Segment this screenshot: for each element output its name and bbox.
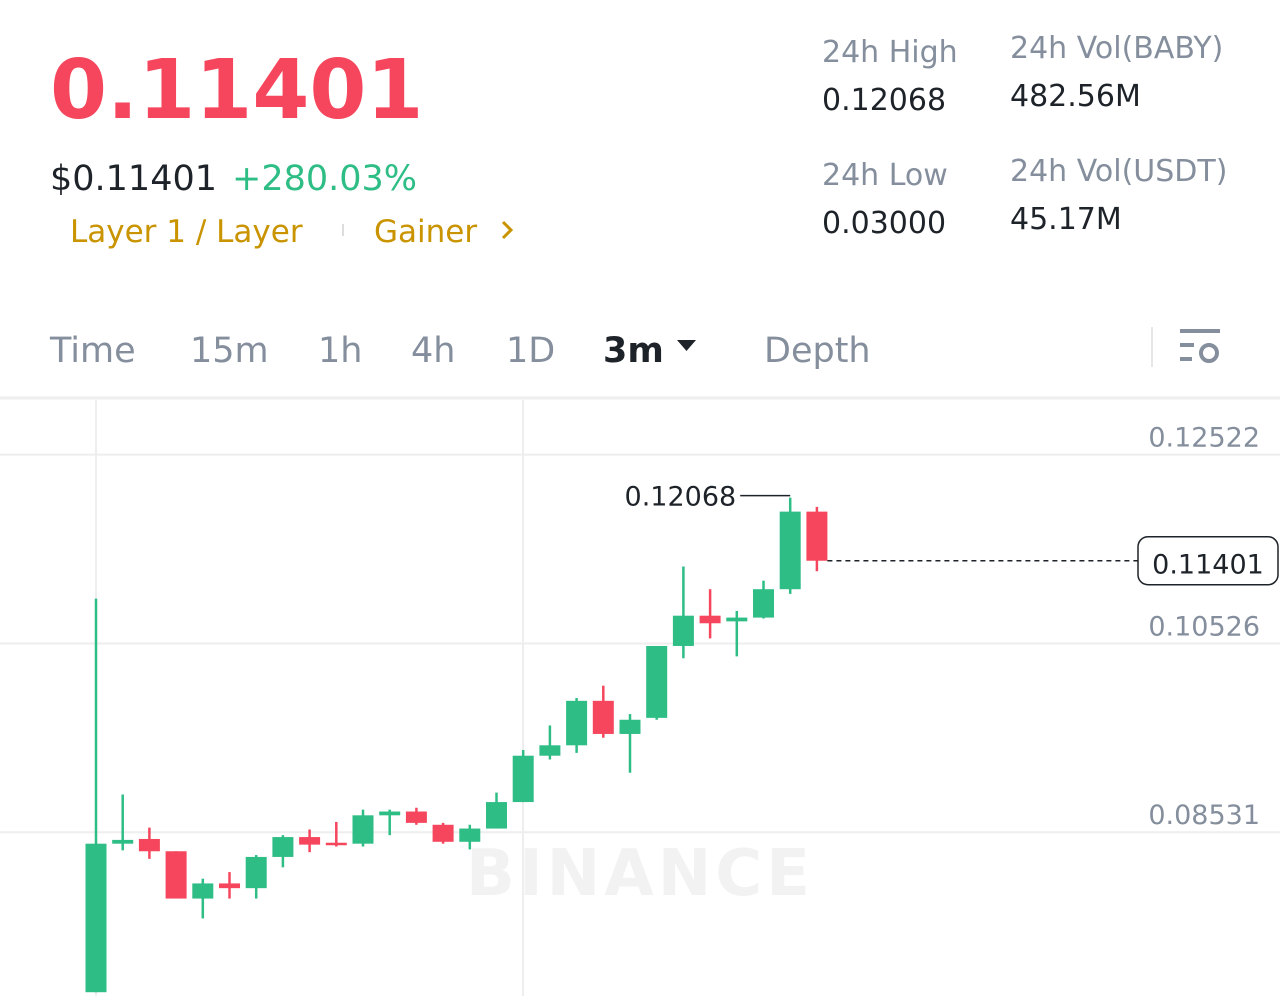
candle-body <box>379 811 401 816</box>
watermark: BINANCE <box>466 837 814 911</box>
stat-label: 24h Vol(USDT) <box>1010 154 1227 189</box>
tab-active[interactable]: 3m <box>603 331 664 371</box>
candle-body <box>753 589 774 618</box>
candle-body <box>272 837 294 857</box>
tab[interactable]: 1h <box>318 331 362 371</box>
tab[interactable]: 15m <box>190 331 269 371</box>
usd-price: $0.11401 <box>50 159 217 199</box>
candle-body <box>486 802 507 829</box>
price-box <box>1137 535 1279 586</box>
candle-body <box>512 755 534 803</box>
price-box-label: 0.11401 <box>1152 550 1264 581</box>
candle-body <box>592 700 614 734</box>
stat-value: 0.12068 <box>822 83 946 118</box>
candle-body <box>779 511 801 590</box>
candle-body <box>699 615 721 624</box>
candle-body <box>112 839 134 844</box>
change: +280.03% <box>232 159 417 199</box>
y-tick-label: 0.10526 <box>1148 612 1260 643</box>
candle-body <box>325 842 347 846</box>
y-tick-label: 0.12522 <box>1148 423 1260 454</box>
tag[interactable]: Layer 1 / Layer <box>70 214 303 250</box>
dropdown-arrow[interactable] <box>677 340 696 351</box>
max-label: 0.12068 <box>625 482 737 513</box>
candle-body <box>459 828 481 842</box>
candle-body <box>352 815 374 844</box>
stat-label: 24h Low <box>822 158 948 193</box>
candle-body <box>138 838 160 852</box>
stat-value: 482.56M <box>1010 79 1141 114</box>
tab[interactable]: Depth <box>764 331 871 371</box>
tab[interactable]: 4h <box>411 331 455 371</box>
stat-label: 24h High <box>822 35 958 70</box>
stat-label: 24h Vol(BABY) <box>1010 31 1223 66</box>
price: 0.11401 <box>50 43 423 138</box>
candle-body <box>726 617 748 622</box>
candle-body <box>299 837 321 845</box>
candle-body <box>85 843 107 993</box>
stat-value: 0.03000 <box>822 206 946 241</box>
y-tick-label: 0.08531 <box>1148 800 1260 831</box>
candle-body <box>539 745 561 756</box>
candle-body <box>192 883 214 899</box>
tab[interactable]: Time <box>49 331 136 371</box>
candle-body <box>672 615 694 646</box>
plot: 0.08531 0.10526 0.12522 0.12068 0.11401 <box>0 423 1280 993</box>
candle-body <box>566 700 588 746</box>
candle-body <box>432 824 454 842</box>
candle-body <box>219 883 240 889</box>
settings-icon[interactable] <box>1180 329 1220 363</box>
candle-body <box>165 851 187 899</box>
tab[interactable]: 1D <box>506 331 555 371</box>
candle-body <box>646 645 668 718</box>
stat-value: 45.17M <box>1010 202 1122 237</box>
candle-body <box>619 719 641 734</box>
candle-body <box>806 511 828 561</box>
tag[interactable]: Gainer <box>374 214 477 250</box>
candle-body <box>405 811 427 823</box>
chevron <box>501 220 514 240</box>
candle-body <box>245 856 267 889</box>
